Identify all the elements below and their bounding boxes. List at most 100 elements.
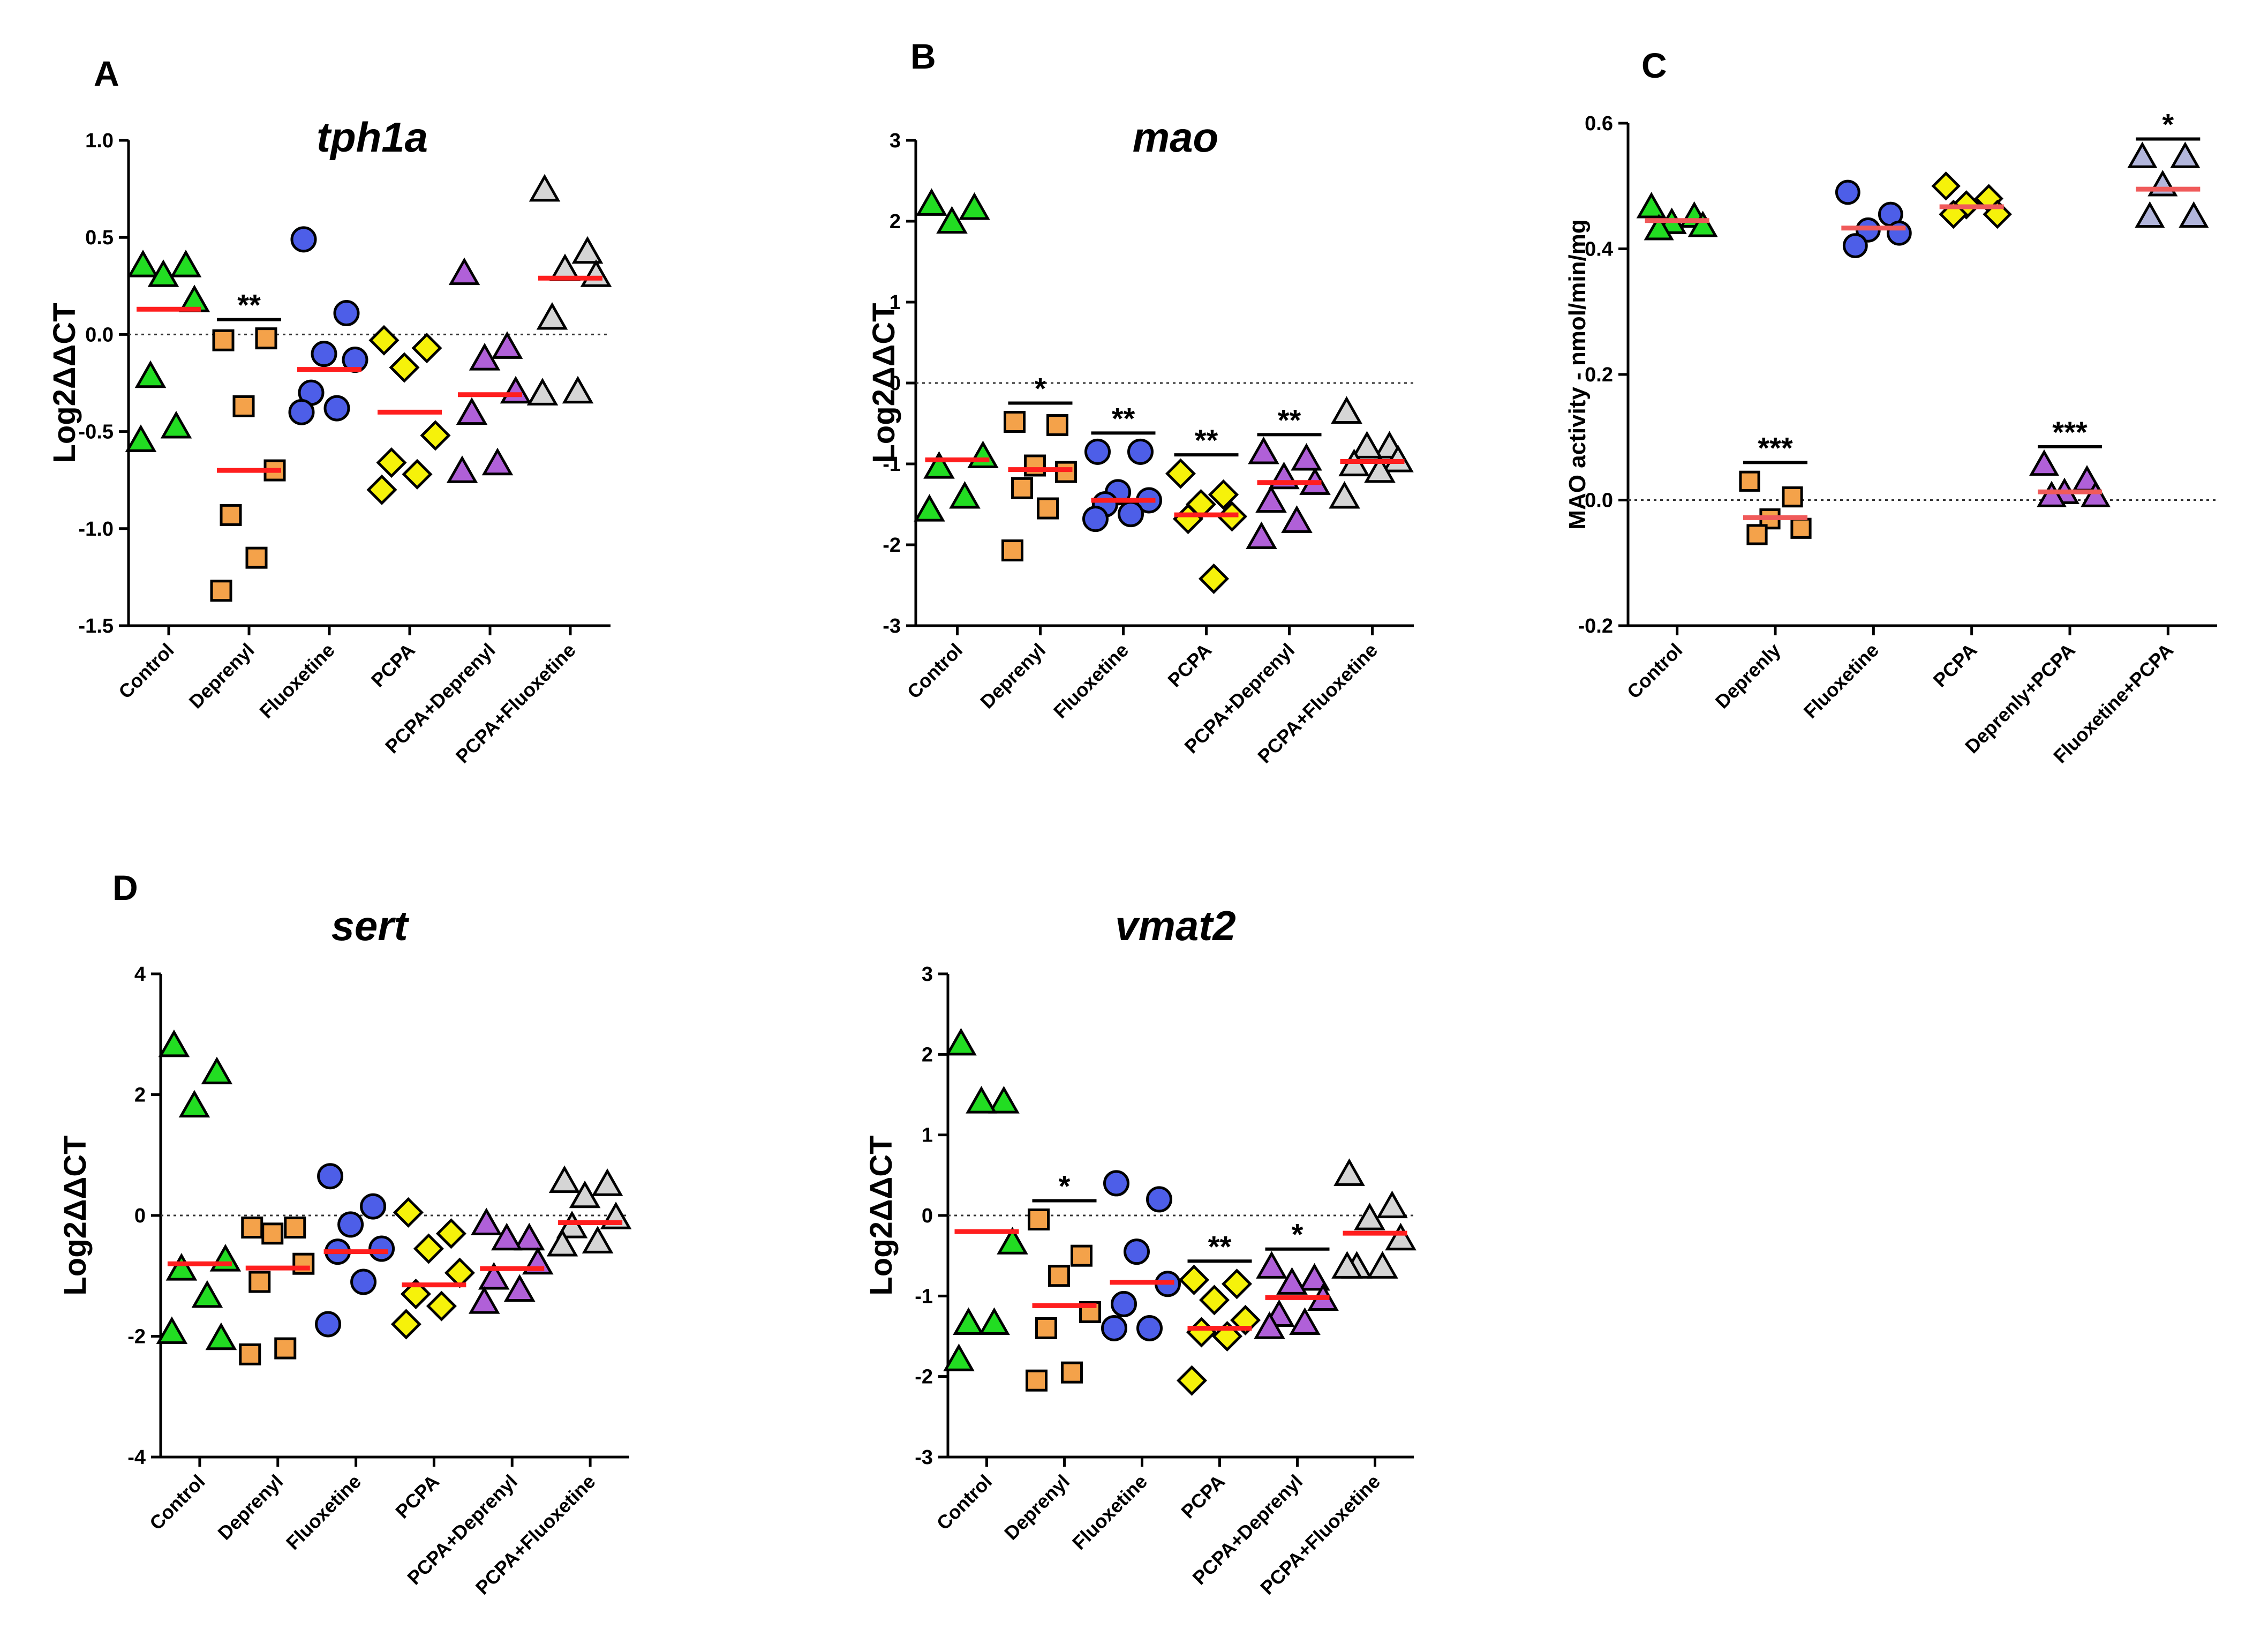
data-point xyxy=(2170,141,2201,168)
significance-label: * xyxy=(1035,371,1046,405)
panel-letter: B xyxy=(910,36,936,76)
data-point xyxy=(165,1253,198,1281)
data-point xyxy=(1037,497,1059,520)
data-point xyxy=(1636,192,1667,219)
y-tick-label: -2 xyxy=(127,1326,146,1348)
data-point xyxy=(127,250,159,277)
x-tick-label: Deprenyl xyxy=(1000,1470,1074,1544)
data-point xyxy=(446,455,478,483)
chart-title: mao xyxy=(1133,114,1218,161)
data-point xyxy=(350,1268,377,1295)
group-pcpa-fluoxetine: PCPA+Fluoxetine xyxy=(1253,396,1414,768)
data-point xyxy=(292,1252,315,1275)
data-point xyxy=(448,257,480,286)
data-point xyxy=(210,580,232,602)
data-point xyxy=(290,226,317,253)
y-axis-label: Log2ΔΔCT xyxy=(58,1135,93,1295)
x-tick-label: Fluoxetine xyxy=(1799,639,1883,723)
data-point xyxy=(1071,1244,1092,1267)
data-point xyxy=(147,259,179,287)
x-tick-label: PCPA xyxy=(1177,1470,1229,1523)
group-fluoxetine: Fluoxetine ** xyxy=(1049,401,1162,723)
x-tick-label: PCPA xyxy=(1928,639,1981,692)
significance-label: * xyxy=(1292,1218,1303,1251)
data-point xyxy=(366,474,397,505)
chart-title: vmat2 xyxy=(1115,902,1235,949)
data-point xyxy=(413,1233,444,1264)
data-point xyxy=(1028,1208,1050,1231)
y-tick-label: 1.0 xyxy=(85,130,114,152)
data-point xyxy=(582,1226,614,1253)
data-point xyxy=(212,329,235,351)
data-point xyxy=(966,1086,997,1114)
y-tick-label: -1 xyxy=(915,1285,933,1308)
data-point xyxy=(978,1307,1010,1335)
data-point xyxy=(444,1257,475,1288)
data-point xyxy=(470,1207,502,1236)
data-point xyxy=(1101,1315,1127,1341)
data-point xyxy=(209,1244,242,1272)
data-point xyxy=(1055,461,1077,483)
y-tick-label: -0.2 xyxy=(1578,615,1613,637)
data-point xyxy=(2135,201,2165,228)
data-point xyxy=(580,259,612,287)
data-point xyxy=(1782,486,1803,508)
data-point xyxy=(1931,171,1961,201)
data-point xyxy=(1118,501,1144,528)
data-point xyxy=(337,1211,364,1238)
data-point xyxy=(205,1322,237,1350)
y-tick-label: 2 xyxy=(922,1044,933,1066)
data-point xyxy=(1011,477,1033,499)
data-point xyxy=(1186,1317,1217,1348)
y-tick-label: 0.0 xyxy=(1585,490,1613,512)
x-tick-label: Control xyxy=(1623,639,1686,703)
x-tick-label: Control xyxy=(145,1470,209,1534)
data-point xyxy=(317,1163,344,1190)
data-point xyxy=(284,1217,306,1239)
data-point xyxy=(390,1309,421,1340)
data-point xyxy=(1246,521,1277,550)
panel-letter: A xyxy=(94,54,119,93)
group-pcpa-deprenyl: PCPA+Deprenyl xyxy=(381,257,532,757)
data-point xyxy=(315,1311,342,1338)
data-point xyxy=(1248,436,1279,464)
data-point xyxy=(1208,479,1239,510)
data-point xyxy=(468,1286,500,1314)
x-tick-label: Deprenyl xyxy=(976,639,1050,713)
data-point xyxy=(1136,1315,1163,1341)
significance-label: ** xyxy=(1208,1229,1232,1263)
data-point xyxy=(1061,1361,1083,1384)
data-point xyxy=(178,1090,210,1118)
data-point xyxy=(1024,454,1046,477)
y-tick-label: 1 xyxy=(890,291,901,314)
y-tick-label: -4 xyxy=(127,1446,146,1469)
data-point xyxy=(478,1262,510,1290)
data-point xyxy=(914,494,945,522)
data-point xyxy=(288,399,315,425)
y-tick-label: 0.4 xyxy=(1585,238,1613,261)
data-point xyxy=(529,174,561,202)
data-point xyxy=(411,333,442,364)
data-point xyxy=(569,1180,601,1208)
group-control: Control xyxy=(145,1029,242,1534)
data-point xyxy=(1746,524,1768,545)
x-tick-label: Deprenyl xyxy=(185,639,259,713)
data-point xyxy=(988,1086,1020,1114)
data-point xyxy=(923,451,955,479)
data-point xyxy=(1256,1251,1287,1279)
data-point xyxy=(1001,539,1023,562)
y-tick-label: 2 xyxy=(890,211,901,233)
group-deprenly: Deprenly *** xyxy=(1711,431,1812,713)
data-point xyxy=(2148,170,2178,197)
x-tick-label: Deprenly xyxy=(1711,639,1785,713)
data-point xyxy=(241,1217,263,1239)
data-point xyxy=(1333,1158,1365,1186)
data-point xyxy=(232,395,255,417)
data-point xyxy=(1146,1186,1172,1213)
data-point xyxy=(1165,458,1196,489)
data-point xyxy=(420,420,451,451)
data-point xyxy=(1842,233,1868,259)
data-point xyxy=(1739,470,1760,492)
data-point xyxy=(556,1211,588,1238)
